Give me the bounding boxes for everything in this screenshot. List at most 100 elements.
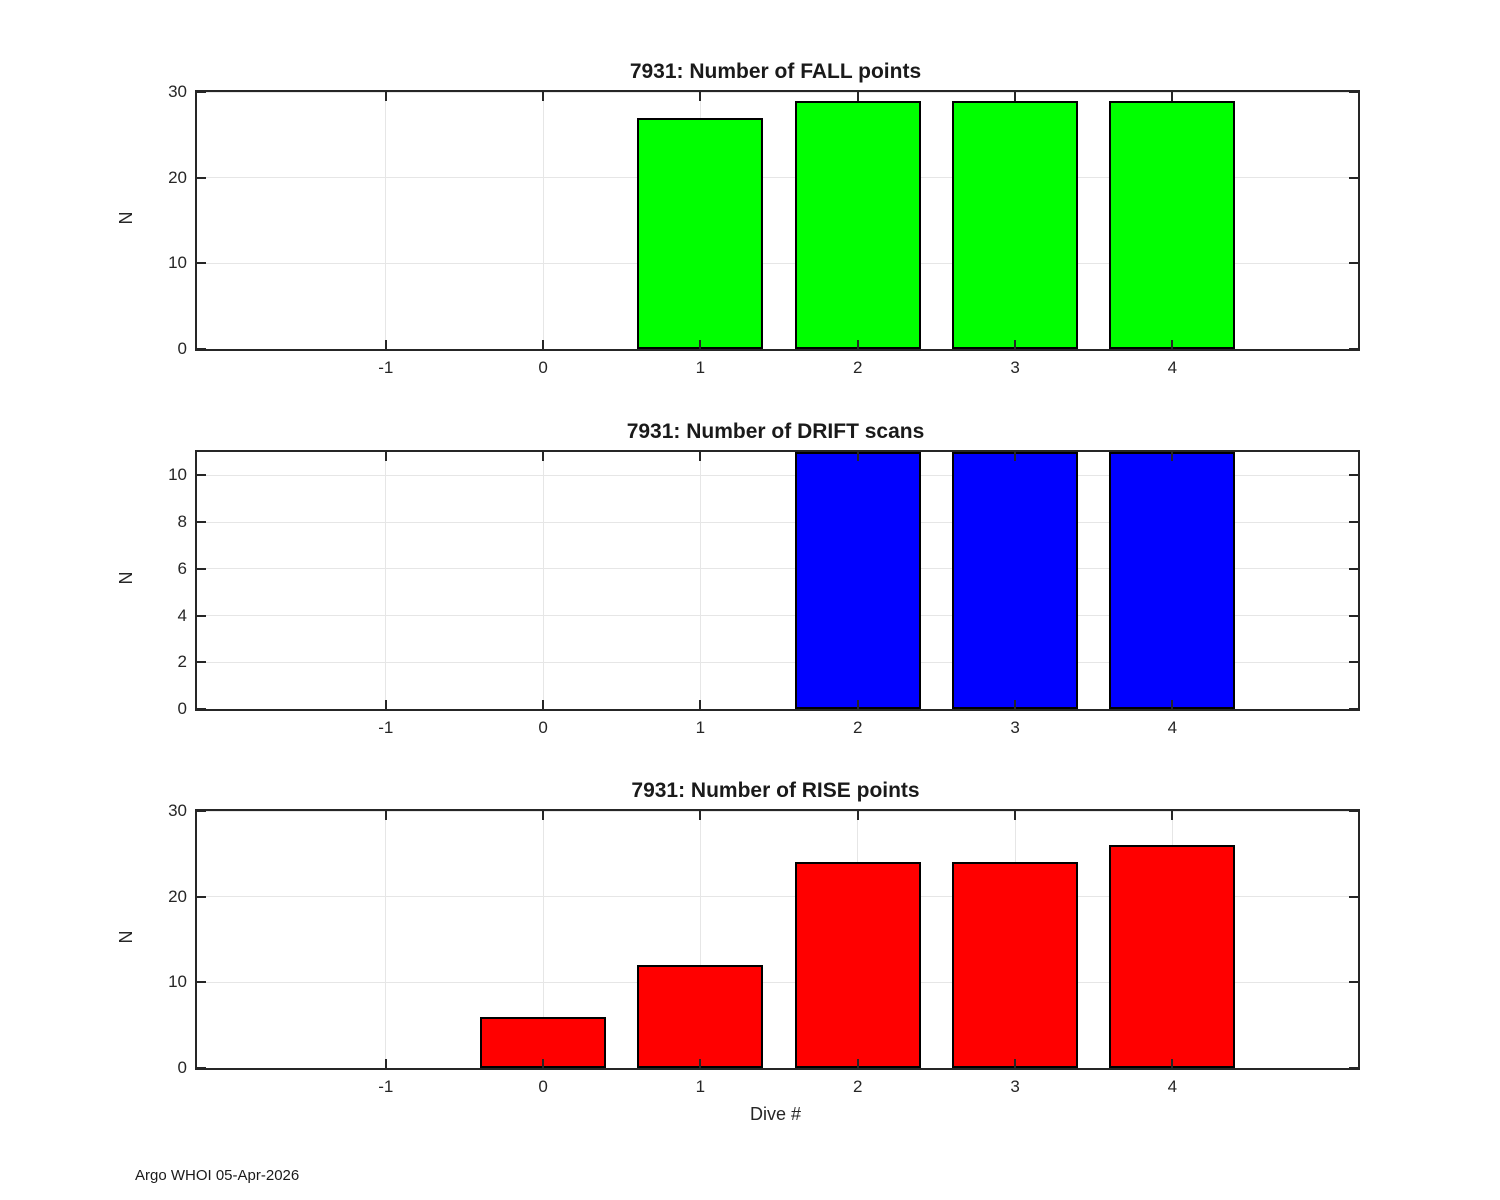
x-tick-label: 4 — [1167, 1077, 1178, 1096]
tick-mark-y-right — [1349, 1067, 1358, 1069]
rise-chart-axes: -1 0 1 2 3 4 0 10 20 30 — [168, 801, 1360, 1096]
tick-mark-y-right — [1349, 521, 1358, 524]
x-tick-label: 2 — [852, 718, 863, 737]
tick-mark-y-left — [197, 1067, 206, 1069]
gridline-vertical — [542, 811, 544, 1068]
x-tick-label: 0 — [538, 358, 548, 377]
tick-mark-x-bottom — [856, 700, 859, 709]
tick-mark-y-right — [1349, 614, 1358, 617]
gridline-horizontal — [197, 177, 1358, 179]
tick-mark-y-right — [1349, 661, 1358, 664]
bar-x1 — [637, 965, 764, 1068]
tick-mark-x-bottom — [384, 700, 387, 709]
tick-mark-y-left — [197, 708, 206, 710]
tick-mark-x-top — [1014, 811, 1017, 820]
tick-mark-x-bottom — [856, 340, 859, 349]
x-tick-label: 0 — [538, 1077, 548, 1096]
tick-mark-y-right — [1349, 348, 1358, 350]
drift-chart-axes: -1 0 1 2 3 4 0 2 4 6 8 10 — [168, 450, 1360, 737]
bar-x4 — [1109, 452, 1236, 709]
tick-mark-x-top — [699, 452, 702, 461]
gridline-vertical — [385, 92, 387, 349]
bar-x3 — [952, 452, 1078, 709]
gridline-horizontal — [197, 615, 1358, 617]
tick-mark-x-top — [542, 452, 545, 461]
tick-mark-x-bottom — [699, 700, 702, 709]
x-tick-label: 3 — [1010, 718, 1020, 737]
tick-mark-y-left — [197, 521, 206, 524]
tick-mark-x-top — [1171, 92, 1174, 101]
tick-mark-x-bottom — [1171, 340, 1174, 349]
watermark-text: Argo WHOI 05-Apr-2026 — [135, 1167, 300, 1184]
tick-mark-x-bottom — [384, 1059, 387, 1068]
tick-mark-x-bottom — [856, 1059, 859, 1068]
tick-mark-y-right — [1349, 176, 1358, 179]
gridline-vertical — [542, 92, 544, 349]
y-tick-label: 10 — [168, 972, 187, 992]
bar-x4 — [1109, 100, 1236, 349]
tick-mark-y-right — [1349, 981, 1358, 984]
gridline-vertical — [385, 452, 387, 709]
tick-mark-y-left — [197, 810, 206, 812]
tick-mark-x-bottom — [699, 340, 702, 349]
x-tick-label: 3 — [1010, 358, 1020, 377]
tick-mark-x-top — [856, 811, 859, 820]
gridline-horizontal — [197, 262, 1358, 264]
bar-x3 — [952, 862, 1078, 1068]
tick-mark-x-top — [699, 92, 702, 101]
gridline-horizontal — [197, 521, 1358, 523]
tick-mark-y-right — [1349, 810, 1358, 812]
tick-mark-y-left — [197, 348, 206, 350]
y-tick-label: 2 — [177, 652, 187, 672]
x-tick-label: 1 — [695, 1077, 706, 1096]
y-tick-label: 10 — [168, 253, 187, 273]
y-tick-label: 0 — [177, 699, 187, 718]
tick-mark-y-left — [197, 176, 206, 179]
tick-mark-y-left — [197, 567, 206, 570]
rise-y-axis-label: N — [116, 930, 136, 944]
x-tick-label: 0 — [538, 718, 548, 737]
x-tick-label: 1 — [695, 358, 706, 377]
gridline-vertical — [542, 452, 544, 709]
tick-mark-x-top — [856, 92, 859, 101]
gridline-horizontal — [197, 896, 1358, 898]
x-tick-label: 1 — [695, 718, 706, 737]
tick-mark-y-right — [1349, 708, 1358, 710]
tick-mark-x-top — [1171, 811, 1174, 820]
tick-mark-x-top — [384, 452, 387, 461]
gridline-horizontal — [197, 91, 1358, 93]
rise-chart-title: 7931: Number of RISE points — [631, 779, 920, 802]
tick-mark-x-bottom — [1171, 700, 1174, 709]
x-tick-label: 4 — [1167, 358, 1178, 377]
tick-mark-x-bottom — [1014, 700, 1017, 709]
tick-mark-x-top — [1014, 452, 1017, 461]
tick-mark-x-top — [542, 92, 545, 101]
tick-mark-x-top — [699, 811, 702, 820]
tick-mark-x-bottom — [699, 1059, 702, 1068]
tick-mark-y-left — [197, 981, 206, 984]
tick-mark-x-bottom — [1014, 340, 1017, 349]
y-tick-label: 30 — [168, 801, 187, 820]
drift-chart-title: 7931: Number of DRIFT scans — [626, 420, 925, 443]
bar-x2 — [794, 862, 921, 1068]
tick-mark-x-bottom — [542, 1059, 545, 1068]
tick-mark-x-top — [384, 811, 387, 820]
bar-x1 — [637, 117, 764, 349]
tick-mark-x-bottom — [1171, 1059, 1174, 1068]
x-tick-label: -1 — [378, 718, 394, 737]
y-tick-label: 10 — [168, 465, 187, 485]
bar-x3 — [952, 100, 1078, 349]
tick-mark-x-top — [542, 811, 545, 820]
gridline-horizontal — [197, 474, 1358, 476]
tick-mark-x-top — [856, 452, 859, 461]
gridline-vertical — [699, 811, 701, 1068]
tick-mark-y-right — [1349, 474, 1358, 477]
tick-mark-x-top — [1171, 452, 1174, 461]
y-tick-label: 20 — [168, 886, 187, 906]
y-tick-label: 0 — [177, 1058, 187, 1077]
tick-mark-y-left — [197, 91, 206, 93]
fall-chart-axes: -1 0 1 2 3 4 0 10 20 30 — [168, 82, 1360, 377]
gridline-horizontal — [197, 568, 1358, 570]
x-tick-label: -1 — [378, 1077, 394, 1096]
